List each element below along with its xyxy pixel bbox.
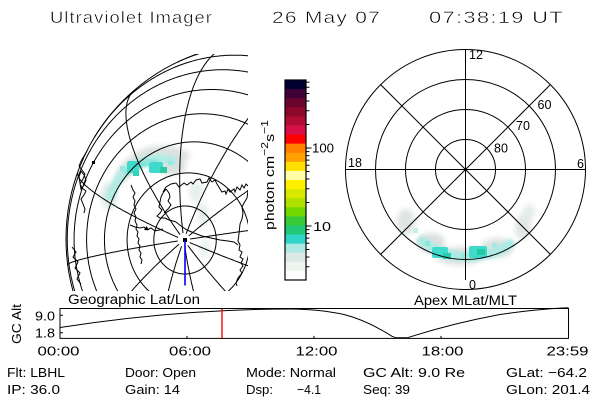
- svg-text:06:00: 06:00: [169, 344, 211, 359]
- svg-text:07:38:19 UT: 07:38:19 UT: [429, 8, 564, 27]
- svg-text:6: 6: [577, 157, 584, 171]
- svg-text:Gain: 14: Gain: 14: [125, 382, 180, 397]
- svg-text:Door: Open: Door: Open: [125, 365, 196, 380]
- svg-text:23:59: 23:59: [547, 344, 589, 359]
- svg-text:Dsp:: Dsp:: [246, 382, 273, 397]
- svg-text:0: 0: [469, 278, 476, 292]
- svg-text:Seq: 39: Seq: 39: [363, 382, 410, 397]
- svg-text:GC Alt: 9.0 Re: GC Alt: 9.0 Re: [363, 365, 465, 380]
- svg-text:10: 10: [313, 219, 331, 234]
- svg-text:26 May 07: 26 May 07: [272, 8, 381, 27]
- svg-text:00:00: 00:00: [38, 344, 80, 359]
- svg-text:IP: 36.0: IP: 36.0: [7, 382, 60, 397]
- svg-text:Geographic Lat/Lon: Geographic Lat/Lon: [68, 292, 200, 307]
- svg-text:Ultraviolet Imager: Ultraviolet Imager: [50, 8, 213, 27]
- svg-text:12: 12: [469, 48, 483, 62]
- svg-text:GLat: −64.2: GLat: −64.2: [506, 365, 587, 380]
- svg-text:−4.1: −4.1: [297, 382, 321, 397]
- svg-text:Mode: Normal: Mode: Normal: [246, 365, 336, 380]
- svg-text:60: 60: [538, 98, 552, 112]
- svg-text:18:00: 18:00: [422, 344, 464, 359]
- svg-text:Flt: LBHL: Flt: LBHL: [7, 365, 65, 380]
- svg-text:Apex MLat/MLT: Apex MLat/MLT: [414, 293, 517, 308]
- svg-text:100: 100: [312, 141, 334, 156]
- svg-text:12:00: 12:00: [296, 344, 338, 359]
- svg-text:1.8: 1.8: [35, 326, 55, 341]
- svg-text:GC Alt: GC Alt: [9, 304, 24, 344]
- svg-text:18: 18: [348, 156, 362, 170]
- svg-text:GLon: 201.4: GLon: 201.4: [506, 382, 590, 397]
- svg-text:photon cm−2s−1: photon cm−2s−1: [260, 119, 277, 230]
- svg-text:80: 80: [494, 142, 508, 156]
- svg-text:9.0: 9.0: [35, 309, 55, 324]
- svg-text:70: 70: [516, 119, 530, 133]
